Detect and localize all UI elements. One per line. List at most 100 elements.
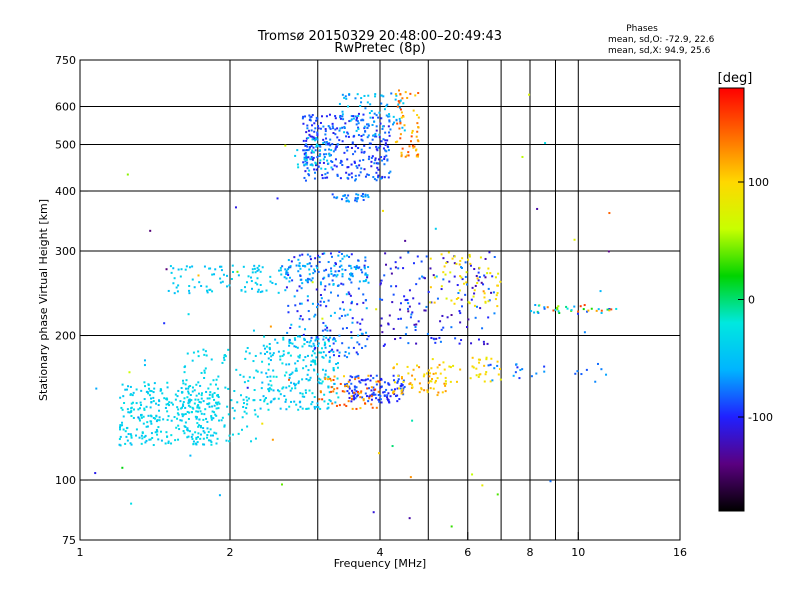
data-point <box>247 379 250 382</box>
data-point <box>309 339 312 342</box>
data-point <box>386 398 389 401</box>
data-point <box>483 364 486 367</box>
data-point <box>345 97 348 100</box>
data-point <box>218 494 221 497</box>
data-point <box>142 422 145 425</box>
data-point <box>118 438 121 441</box>
data-point <box>278 390 281 393</box>
data-point <box>184 365 187 368</box>
data-point <box>468 255 471 258</box>
data-point <box>305 407 308 410</box>
data-point <box>321 177 324 180</box>
data-point <box>213 411 216 414</box>
data-point <box>206 402 209 405</box>
data-point <box>213 404 216 407</box>
data-point <box>299 405 302 408</box>
data-point <box>319 391 322 394</box>
data-point <box>298 285 301 288</box>
data-point <box>360 97 363 100</box>
data-point <box>308 278 311 281</box>
data-point <box>216 387 219 390</box>
data-point <box>483 274 486 277</box>
data-point <box>358 280 361 283</box>
data-point <box>325 268 328 271</box>
data-point <box>396 381 399 384</box>
data-point <box>311 150 314 153</box>
data-point <box>130 434 133 437</box>
data-point <box>367 124 370 127</box>
data-point <box>367 158 370 161</box>
data-point <box>245 406 248 409</box>
data-point <box>364 345 367 348</box>
data-point <box>322 338 325 341</box>
data-point <box>173 277 176 280</box>
data-point <box>438 363 441 366</box>
data-point <box>243 402 246 405</box>
data-point <box>388 172 391 175</box>
data-point <box>377 380 380 383</box>
data-point <box>301 345 304 348</box>
data-point <box>354 150 357 153</box>
data-point <box>402 387 405 390</box>
data-point <box>336 362 339 365</box>
data-point <box>380 324 383 327</box>
data-point <box>323 400 326 403</box>
data-point <box>285 371 288 374</box>
data-point <box>312 156 315 159</box>
data-point <box>320 297 323 300</box>
grid <box>80 60 680 540</box>
data-point <box>475 367 478 370</box>
data-point <box>261 422 264 425</box>
data-point <box>428 375 431 378</box>
data-point <box>467 258 470 261</box>
data-point <box>341 126 344 129</box>
data-point <box>356 341 359 344</box>
data-point <box>374 93 377 96</box>
data-point <box>354 179 357 182</box>
data-point <box>254 437 257 440</box>
data-point <box>291 371 294 374</box>
data-point <box>338 139 341 142</box>
data-point <box>382 147 385 150</box>
data-point <box>458 342 461 345</box>
data-point <box>377 394 380 397</box>
data-point <box>227 413 230 416</box>
data-point <box>294 154 297 157</box>
data-point <box>355 129 358 132</box>
data-point <box>372 134 375 137</box>
data-point <box>408 383 411 386</box>
data-point <box>454 337 457 340</box>
data-point <box>287 311 290 314</box>
data-point <box>304 356 307 359</box>
data-point <box>471 286 474 289</box>
data-point <box>399 106 402 109</box>
data-point <box>345 135 348 138</box>
data-point <box>346 390 349 393</box>
data-point <box>414 326 417 329</box>
data-point <box>306 124 309 127</box>
data-point <box>552 309 555 312</box>
data-point <box>329 291 332 294</box>
data-point <box>313 268 316 271</box>
data-point <box>465 271 468 274</box>
data-point <box>369 116 372 119</box>
data-point <box>590 307 593 310</box>
data-point <box>409 140 412 143</box>
data-point <box>334 261 337 264</box>
data-point <box>369 103 372 106</box>
data-point <box>177 413 180 416</box>
data-point <box>314 162 317 165</box>
data-point <box>558 311 561 314</box>
data-point <box>479 373 482 376</box>
data-point <box>316 117 319 120</box>
data-point <box>391 301 394 304</box>
data-point <box>383 274 386 277</box>
data-point <box>397 378 400 381</box>
data-point <box>227 387 230 390</box>
data-point <box>360 268 363 271</box>
data-point <box>382 138 385 141</box>
data-point <box>274 283 277 286</box>
data-point <box>268 390 271 393</box>
data-point <box>335 275 338 278</box>
data-point <box>392 123 395 126</box>
